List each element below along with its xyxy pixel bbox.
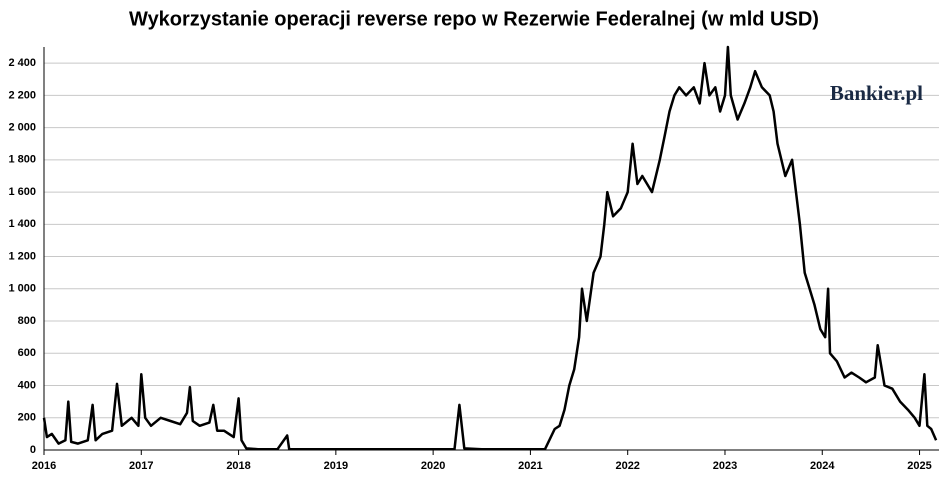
x-tick-label: 2022 [615, 460, 639, 472]
x-tick-label: 2016 [32, 460, 56, 472]
x-tick-label: 2021 [518, 460, 542, 472]
x-tick-label: 2025 [907, 460, 931, 472]
y-tick-label: 1 800 [8, 154, 36, 166]
watermark: Bankier.pl [830, 81, 923, 105]
y-tick-label: 1 400 [8, 218, 36, 230]
y-tick-label: 1 200 [8, 250, 36, 262]
y-tick-label: 800 [18, 315, 36, 327]
y-tick-label: 2 400 [8, 57, 36, 69]
y-tick-label: 2 000 [8, 122, 36, 134]
y-tick-label: 2 200 [8, 89, 36, 101]
y-tick-label: 200 [18, 412, 36, 424]
x-tick-label: 2020 [421, 460, 445, 472]
x-tick-label: 2019 [324, 460, 348, 472]
x-tick-label: 2018 [226, 460, 250, 472]
y-tick-label: 0 [30, 444, 36, 456]
y-tick-label: 600 [18, 347, 36, 359]
x-tick-label: 2023 [713, 460, 737, 472]
y-tick-label: 1 000 [8, 283, 36, 295]
line [42, 45, 938, 451]
x-tick-label: 2017 [129, 460, 153, 472]
y-tick-label: 400 [18, 379, 36, 391]
y-tick-label: 1 600 [8, 186, 36, 198]
chart-title: Wykorzystanie operacji reverse repo w Re… [129, 8, 819, 30]
x-tick-label: 2024 [810, 460, 835, 472]
